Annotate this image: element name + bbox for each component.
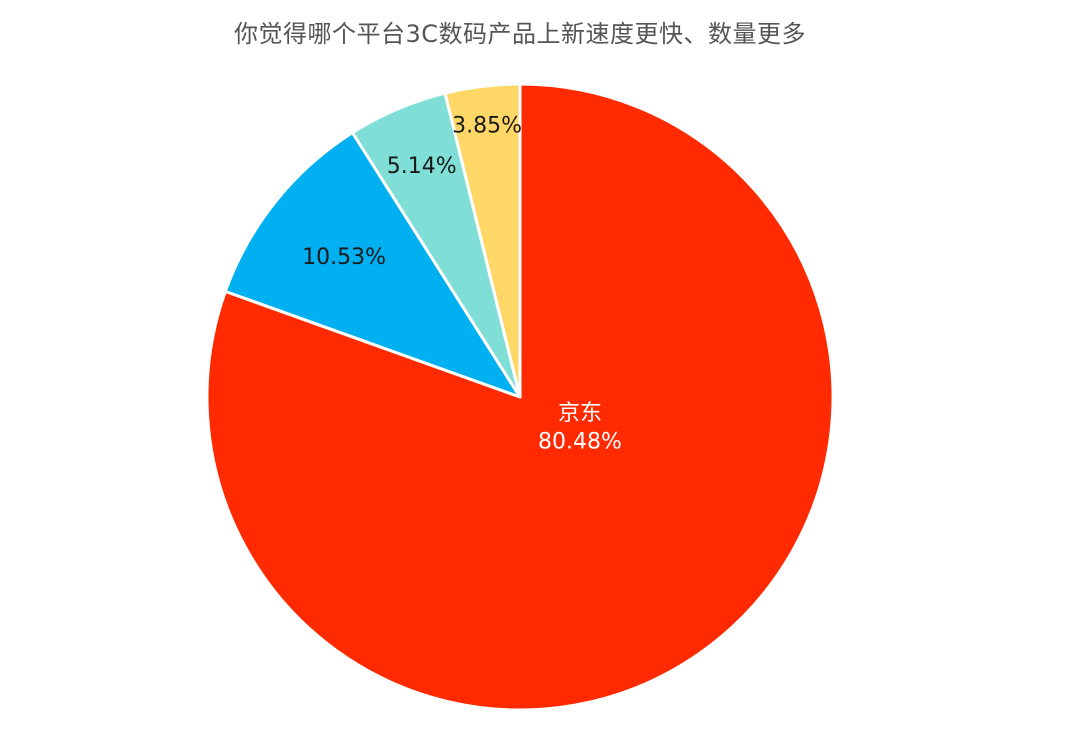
slice-value-label: 5.14% <box>387 154 457 179</box>
pie-slice <box>443 82 522 399</box>
slice-value-label: 10.53% <box>302 245 386 270</box>
pie-slice <box>223 131 522 399</box>
slice-value-label: 80.48% <box>538 430 622 455</box>
pie-slices <box>205 82 835 712</box>
chart-title: 你觉得哪个平台3C数码产品上新速度更快、数量更多 <box>233 20 807 48</box>
slice-category-label: 京东 <box>558 401 602 426</box>
slice-value-label: 3.85% <box>452 114 522 139</box>
pie-labels: 京东 80.48% 10.53% 5.14% 3.85% <box>302 114 622 455</box>
